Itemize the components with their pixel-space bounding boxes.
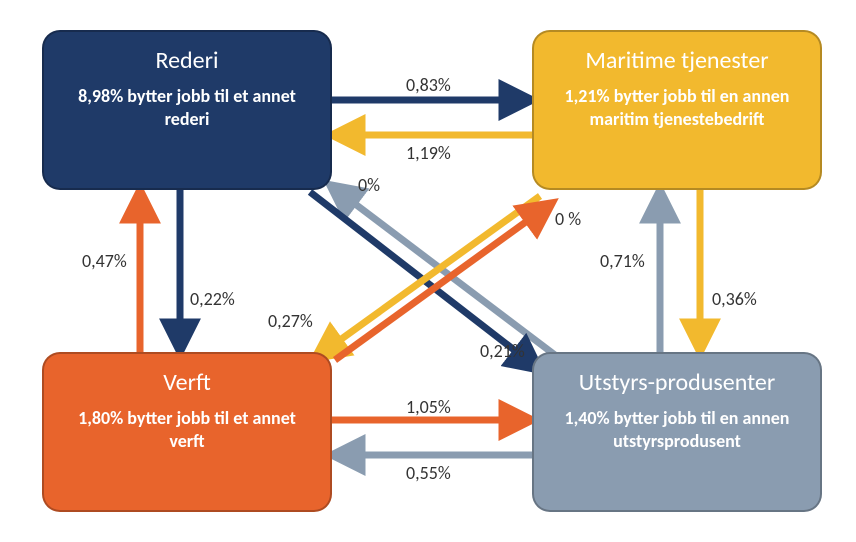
edge-verft_to_maritime bbox=[335, 203, 552, 360]
edge-label-utstyr_to_rederi: 0% bbox=[358, 174, 380, 196]
edge-utstyr_to_rederi bbox=[330, 185, 555, 355]
edge-label-verft_to_maritime: 0 % bbox=[555, 208, 581, 230]
node-verft-title: Verft bbox=[60, 368, 314, 397]
node-maritime-title: Maritime tjenester bbox=[550, 46, 804, 75]
edge-label-rederi_to_maritime: 0,83% bbox=[406, 74, 451, 96]
edge-label-maritime_to_rederi: 1,19% bbox=[406, 142, 451, 164]
node-verft-subtitle: 1,80% bytter jobb til et annet verft bbox=[60, 407, 314, 452]
edge-label-maritime_to_verft: 0,27% bbox=[268, 310, 313, 332]
edge-label-maritime_to_utstyr: 0,36% bbox=[712, 288, 757, 310]
node-maritime: Maritime tjenester 1,21% bytter jobb til … bbox=[532, 30, 822, 190]
edge-maritime_to_verft bbox=[315, 196, 540, 358]
node-maritime-subtitle: 1,21% bytter jobb til en annen maritim t… bbox=[550, 85, 804, 130]
node-utstyr-title: Utstyrs-produsenter bbox=[550, 368, 804, 397]
node-utstyr: Utstyrs-produsenter 1,40% bytter jobb til… bbox=[532, 352, 822, 512]
node-rederi: Rederi 8,98% bytter jobb til et annet red… bbox=[42, 30, 332, 190]
edge-label-verft_to_utstyr: 1,05% bbox=[406, 396, 451, 418]
node-utstyr-subtitle: 1,40% bytter jobb til en annen utstyrspr… bbox=[550, 407, 804, 452]
edge-label-rederi_to_utstyr: 0,21% bbox=[480, 340, 525, 362]
edge-label-verft_to_rederi: 0,47% bbox=[82, 250, 127, 272]
edge-label-rederi_to_verft: 0,22% bbox=[190, 288, 235, 310]
edge-label-utstyr_to_maritime: 0,71% bbox=[600, 250, 645, 272]
node-rederi-subtitle: 8,98% bytter jobb til et annet rederi bbox=[60, 85, 314, 130]
edge-label-utstyr_to_verft: 0,55% bbox=[406, 462, 451, 484]
node-rederi-title: Rederi bbox=[60, 46, 314, 75]
node-verft: Verft 1,80% bytter jobb til et annet verf… bbox=[42, 352, 332, 512]
